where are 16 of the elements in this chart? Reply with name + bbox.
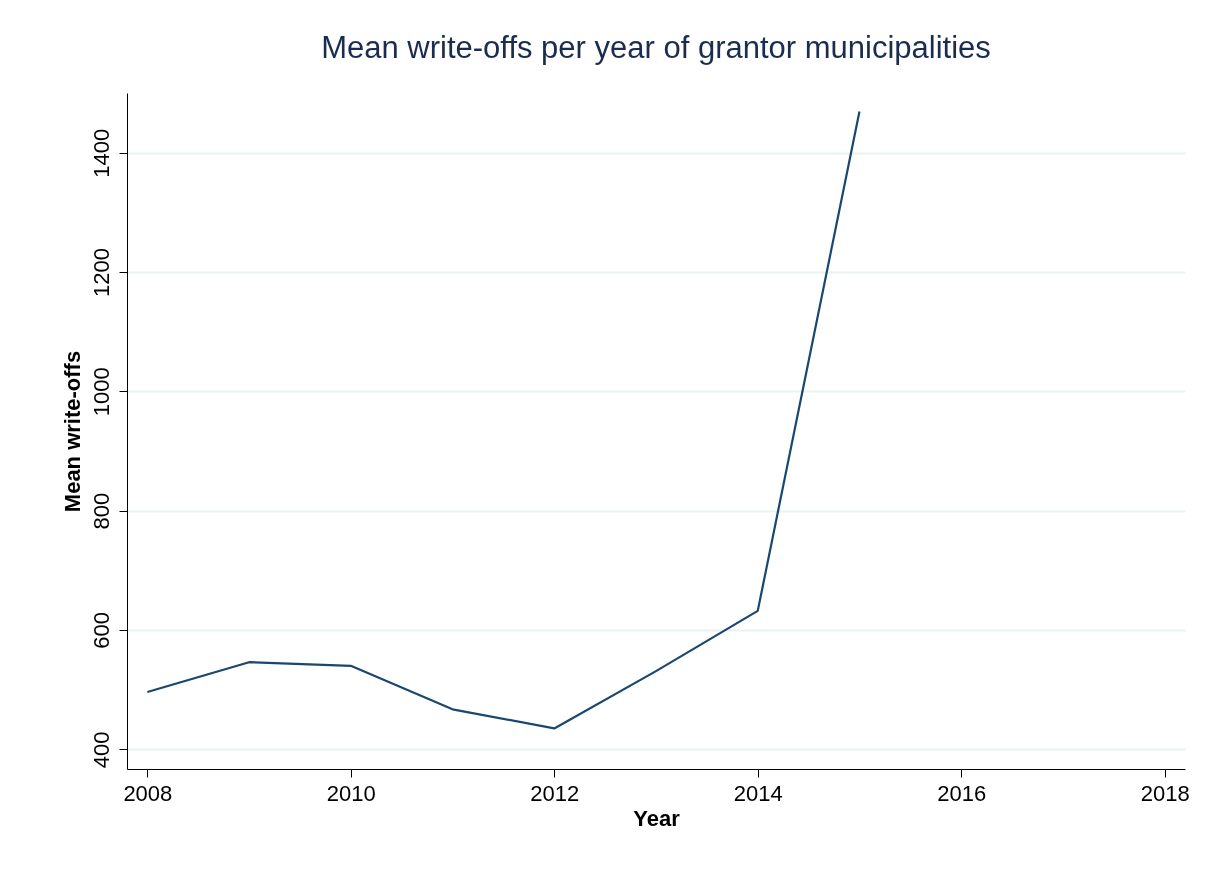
- chart-title: Mean write-offs per year of grantor municipalities: [321, 30, 991, 65]
- y-tick-label: 400: [88, 731, 114, 769]
- x-tick-label: 2012: [530, 780, 580, 806]
- x-tick-label: 2008: [123, 780, 173, 806]
- x-axis-title: Year: [633, 805, 681, 831]
- y-tick-label: 1400: [88, 128, 114, 178]
- y-axis-title: Mean write-offs: [59, 350, 85, 513]
- y-tick-label: 1200: [88, 248, 114, 297]
- x-tick-label: 2016: [937, 780, 987, 806]
- y-tick-label: 1000: [88, 367, 114, 417]
- x-tick-label: 2018: [1140, 780, 1190, 806]
- x-tick-label: 2010: [326, 780, 376, 806]
- x-tick-label: 2014: [733, 780, 783, 806]
- y-tick-label: 800: [88, 492, 114, 530]
- y-tick-label: 600: [88, 612, 114, 649]
- line-series: [146, 110, 861, 730]
